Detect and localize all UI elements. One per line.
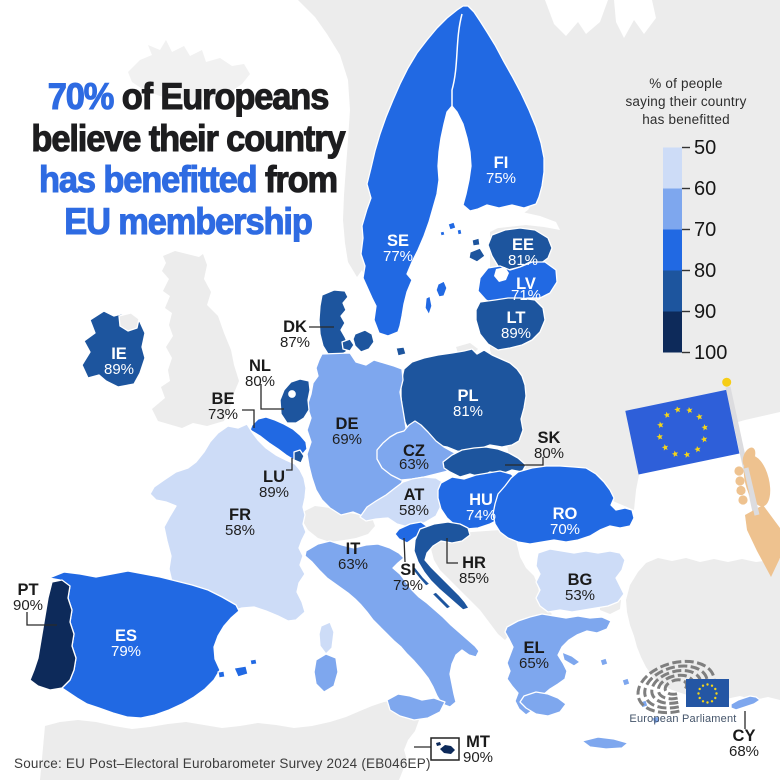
svg-text:has benefitted: has benefitted	[642, 112, 730, 127]
svg-text:90%: 90%	[13, 597, 43, 614]
svg-text:European Parliament: European Parliament	[629, 713, 736, 725]
svg-text:68%: 68%	[729, 743, 759, 760]
svg-text:RO: RO	[553, 505, 578, 523]
svg-text:HR: HR	[462, 554, 486, 572]
svg-text:FI: FI	[494, 154, 509, 172]
svg-text:EL: EL	[523, 639, 544, 657]
svg-text:IT: IT	[346, 540, 361, 558]
svg-text:CY: CY	[733, 727, 756, 745]
svg-text:89%: 89%	[104, 361, 134, 378]
svg-text:saying their country: saying their country	[625, 94, 746, 109]
svg-text:69%: 69%	[332, 431, 362, 448]
svg-text:58%: 58%	[225, 522, 255, 539]
svg-text:80%: 80%	[245, 373, 275, 390]
svg-text:EE: EE	[512, 236, 534, 254]
svg-text:MT: MT	[466, 733, 490, 751]
svg-text:65%: 65%	[519, 655, 549, 672]
svg-text:74%: 74%	[466, 507, 496, 524]
svg-text:75%: 75%	[486, 170, 516, 187]
svg-text:SE: SE	[387, 232, 409, 250]
svg-text:SI: SI	[400, 561, 416, 579]
svg-text:70: 70	[694, 219, 716, 241]
svg-text:53%: 53%	[565, 587, 595, 604]
svg-text:79%: 79%	[393, 577, 423, 594]
svg-text:63%: 63%	[399, 456, 429, 473]
svg-text:90%: 90%	[463, 749, 493, 766]
svg-text:FR: FR	[229, 506, 251, 524]
svg-text:ES: ES	[115, 627, 137, 645]
svg-text:100: 100	[694, 342, 727, 364]
svg-text:81%: 81%	[508, 252, 538, 269]
svg-text:87%: 87%	[280, 334, 310, 351]
svg-text:PT: PT	[17, 581, 38, 599]
svg-text:SK: SK	[538, 429, 561, 447]
svg-text:50: 50	[694, 137, 716, 159]
svg-text:BG: BG	[568, 571, 593, 589]
svg-text:HU: HU	[469, 491, 493, 509]
svg-text:77%: 77%	[383, 248, 413, 265]
svg-text:81%: 81%	[453, 403, 483, 420]
svg-text:85%: 85%	[459, 570, 489, 587]
svg-text:IE: IE	[111, 345, 127, 363]
svg-text:80%: 80%	[534, 445, 564, 462]
svg-text:DE: DE	[336, 415, 359, 433]
svg-text:70%: 70%	[550, 521, 580, 538]
svg-text:89%: 89%	[259, 484, 289, 501]
svg-text:NL: NL	[249, 357, 271, 375]
svg-text:63%: 63%	[338, 556, 368, 573]
svg-text:BE: BE	[212, 390, 235, 408]
svg-text:LU: LU	[263, 468, 285, 486]
svg-text:LV: LV	[516, 275, 536, 293]
svg-text:AT: AT	[404, 486, 425, 504]
svg-text:79%: 79%	[111, 643, 141, 660]
svg-text:% of people: % of people	[649, 76, 723, 91]
svg-text:PL: PL	[457, 387, 478, 405]
svg-text:89%: 89%	[501, 325, 531, 342]
svg-text:CZ: CZ	[403, 442, 425, 460]
svg-text:58%: 58%	[399, 502, 429, 519]
svg-text:90: 90	[694, 301, 716, 323]
svg-text:LT: LT	[507, 309, 526, 327]
svg-text:60: 60	[694, 178, 716, 200]
svg-text:71%: 71%	[511, 287, 541, 304]
svg-text:DK: DK	[283, 318, 307, 336]
svg-text:73%: 73%	[208, 406, 238, 423]
svg-text:80: 80	[694, 260, 716, 282]
